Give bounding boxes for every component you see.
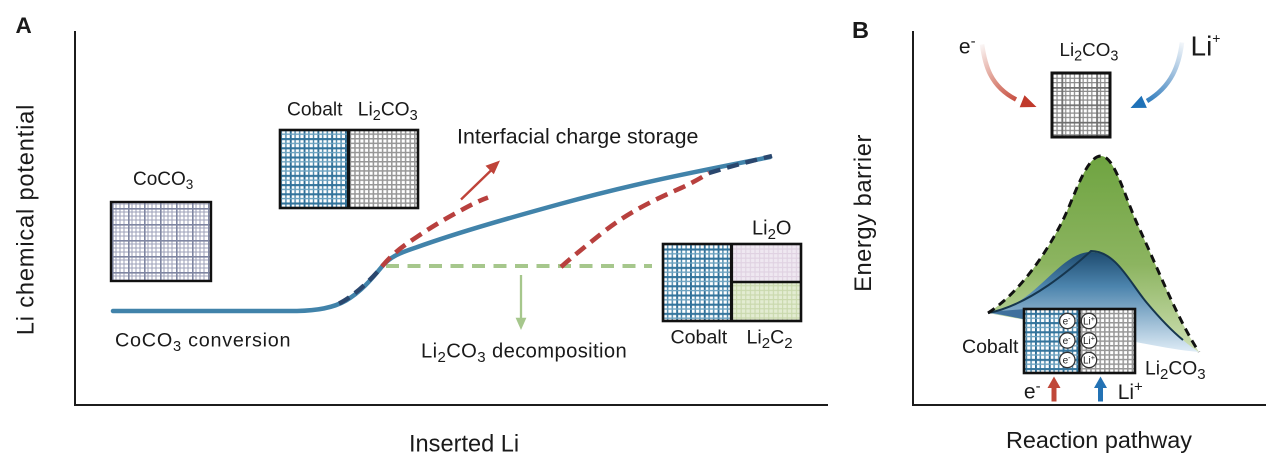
svg-text:Li2O: Li2O <box>752 218 791 244</box>
svg-text:Energy barrier: Energy barrier <box>851 134 877 292</box>
svg-text:e-: e- <box>959 33 976 59</box>
svg-text:Li2CO3 decomposition: Li2CO3 decomposition <box>421 341 627 367</box>
svg-text:Li+: Li+ <box>1191 30 1221 62</box>
svg-text:B: B <box>852 17 869 43</box>
svg-text:Inserted Li: Inserted Li <box>409 431 519 457</box>
svg-text:e-: e- <box>1063 314 1072 328</box>
svg-text:CoCO3: CoCO3 <box>133 169 193 192</box>
svg-text:CoCO3 conversion: CoCO3 conversion <box>115 330 291 356</box>
svg-text:Cobalt: Cobalt <box>287 99 343 120</box>
svg-text:Reaction pathway: Reaction pathway <box>1006 427 1192 453</box>
svg-text:Li2CO3: Li2CO3 <box>358 99 418 124</box>
svg-text:Li chemical potential: Li chemical potential <box>14 104 40 335</box>
svg-text:Interfacial charge storage: Interfacial charge storage <box>457 124 698 148</box>
svg-text:Li2CO3: Li2CO3 <box>1060 39 1119 65</box>
svg-text:Cobalt: Cobalt <box>671 327 728 349</box>
svg-text:e-: e- <box>1063 353 1072 367</box>
svg-text:A: A <box>16 13 32 38</box>
svg-text:Li+: Li+ <box>1118 379 1143 405</box>
svg-text:e-: e- <box>1063 333 1072 347</box>
svg-text:Li2C2: Li2C2 <box>747 327 793 353</box>
svg-text:Li2CO3: Li2CO3 <box>1145 359 1206 384</box>
svg-text:e-: e- <box>1024 378 1041 404</box>
svg-text:Cobalt: Cobalt <box>962 336 1019 358</box>
